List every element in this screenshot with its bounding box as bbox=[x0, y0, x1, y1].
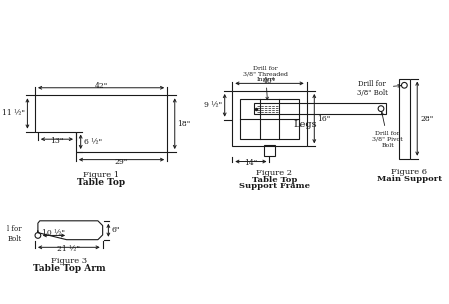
Text: 18": 18" bbox=[178, 120, 191, 128]
Text: Figure 6: Figure 6 bbox=[391, 168, 427, 176]
Bar bbox=[254, 103, 386, 114]
Text: Main Support: Main Support bbox=[377, 175, 442, 183]
Text: 6": 6" bbox=[111, 226, 119, 234]
Text: 42": 42" bbox=[94, 82, 108, 90]
Text: 9 ½": 9 ½" bbox=[204, 101, 222, 109]
Text: 29": 29" bbox=[115, 157, 128, 166]
Text: Figure 3: Figure 3 bbox=[51, 257, 87, 265]
Text: Figure 2: Figure 2 bbox=[256, 169, 292, 177]
Text: 13": 13" bbox=[50, 137, 64, 145]
Text: l for
Bolt: l for Bolt bbox=[7, 226, 22, 243]
Text: Table Top Arm: Table Top Arm bbox=[32, 264, 105, 272]
Bar bbox=[399, 79, 409, 159]
Bar bbox=[232, 91, 307, 146]
Text: 16": 16" bbox=[317, 115, 330, 123]
Text: 14": 14" bbox=[244, 159, 258, 168]
Text: Legs: Legs bbox=[294, 119, 317, 129]
Text: 28": 28" bbox=[420, 115, 433, 123]
Text: 6 ½": 6 ½" bbox=[84, 138, 101, 146]
Text: 21 ½": 21 ½" bbox=[57, 245, 80, 253]
Text: Table Top: Table Top bbox=[251, 176, 297, 184]
Bar bbox=[240, 98, 299, 139]
Text: 11 ½": 11 ½" bbox=[1, 109, 25, 117]
Text: 40": 40" bbox=[263, 78, 276, 85]
Text: Drill for
3/8" Bolt: Drill for 3/8" Bolt bbox=[357, 80, 401, 97]
Text: 10 ½": 10 ½" bbox=[42, 229, 66, 237]
Text: Table Top: Table Top bbox=[77, 178, 125, 187]
Text: Drill for
3/8" Threaded
Insert: Drill for 3/8" Threaded Insert bbox=[243, 66, 288, 100]
Text: Support Frame: Support Frame bbox=[239, 182, 310, 191]
Text: Figure 1: Figure 1 bbox=[83, 171, 119, 179]
Text: Drill for
3/8" Pivot
Bolt: Drill for 3/8" Pivot Bolt bbox=[372, 112, 403, 148]
Bar bbox=[264, 145, 275, 156]
